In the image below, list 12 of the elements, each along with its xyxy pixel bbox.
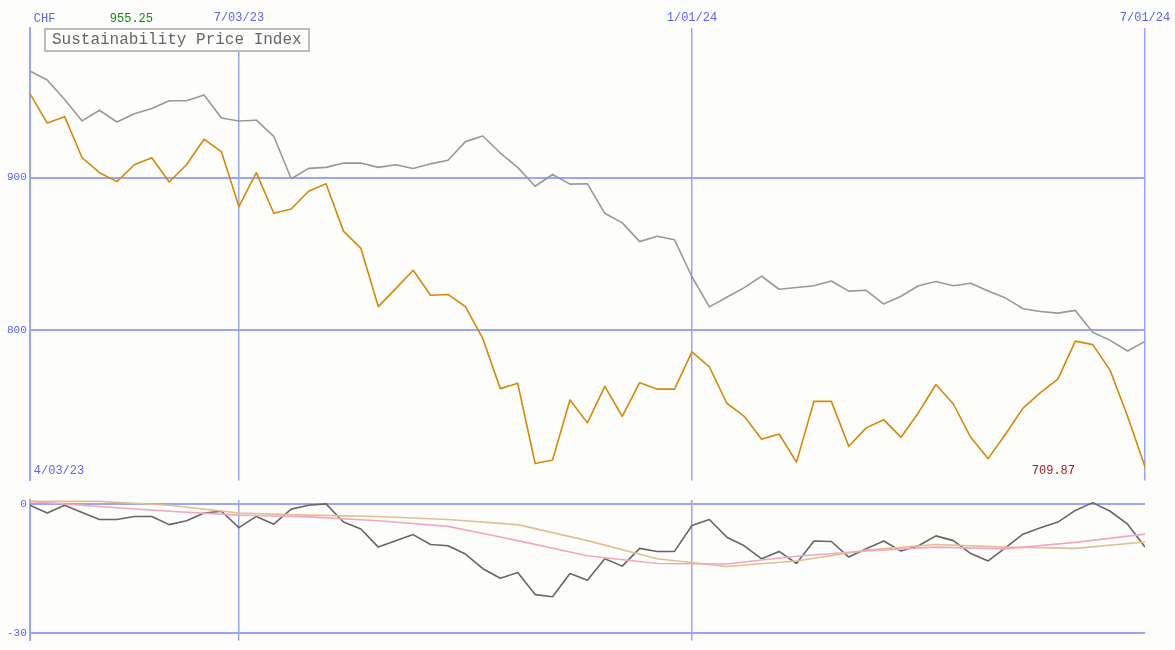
y-axis-title: CHF: [33, 12, 56, 27]
y-tick-label: 800: [6, 323, 27, 336]
y-tick-label: 0: [20, 497, 27, 510]
annotation: 709.87: [1031, 464, 1075, 479]
x-tick-label: 7/03/23: [213, 11, 265, 26]
y-tick-label: -30: [6, 627, 27, 640]
annotation: 4/03/23: [33, 464, 85, 479]
text: 955.25: [109, 12, 154, 27]
chart-title: Sustainability Price Index: [44, 28, 310, 52]
x-tick-label: 1/01/24: [666, 11, 718, 26]
x-tick-label: 7/01/24: [1119, 11, 1171, 26]
y-tick-label: 900: [6, 171, 27, 184]
